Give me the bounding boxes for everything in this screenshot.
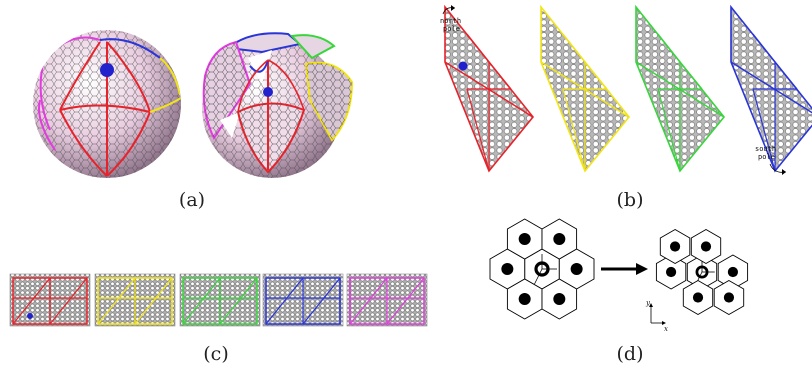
north-pole-label: north [440,17,461,25]
neighbor-site [570,263,583,275]
marker-hex [263,87,273,97]
axes: y x [645,299,668,333]
south-pole-label: south [755,145,776,153]
panel-label-b: (b) [617,189,644,211]
strip-c-3 [179,273,261,327]
marker-hex [27,313,33,319]
neighbor-site [518,293,531,305]
neighbor-site [692,292,704,303]
strip-b-3 [635,4,726,173]
panel-c: (c) [9,273,428,365]
south-pole-label-2: pole [758,153,775,161]
neighbor-site [727,266,739,278]
axis-x-label: x [664,325,668,333]
neighbor-site [669,241,681,252]
axis-y-label: y [645,299,651,307]
neighbor-site [553,233,566,245]
neighbor-site [553,293,566,305]
full-sphere [33,30,181,178]
strip-b-2 [540,4,631,173]
strip-c-5 [346,273,428,327]
neighbor-site [723,292,735,303]
panel-b: north pole south pole (b) [440,4,812,211]
panel-label-d: (d) [617,343,644,365]
panel-a: (a) [33,30,354,211]
neighbor-site [665,266,677,278]
strip-b-4 [730,4,812,173]
strip-b-1 [444,4,535,173]
marker-hex [100,63,114,77]
neighbor-site [501,263,514,275]
panel-label-c: (c) [203,343,228,365]
north-pole-label-2: pole [443,25,460,33]
panel-label-a: (a) [179,189,205,211]
hex-cluster-distorted [655,228,749,316]
neighbor-site [700,241,712,252]
strip-c-4 [262,273,344,327]
neighbor-site [518,233,531,245]
strip-c-1 [9,273,91,327]
exploded-sphere [202,32,354,178]
strip-c-2 [94,273,176,327]
panel-d: y x (d) [489,218,749,365]
transform-arrow [601,263,648,275]
marker-hex [458,61,468,71]
hex-cluster-regular [489,218,595,320]
